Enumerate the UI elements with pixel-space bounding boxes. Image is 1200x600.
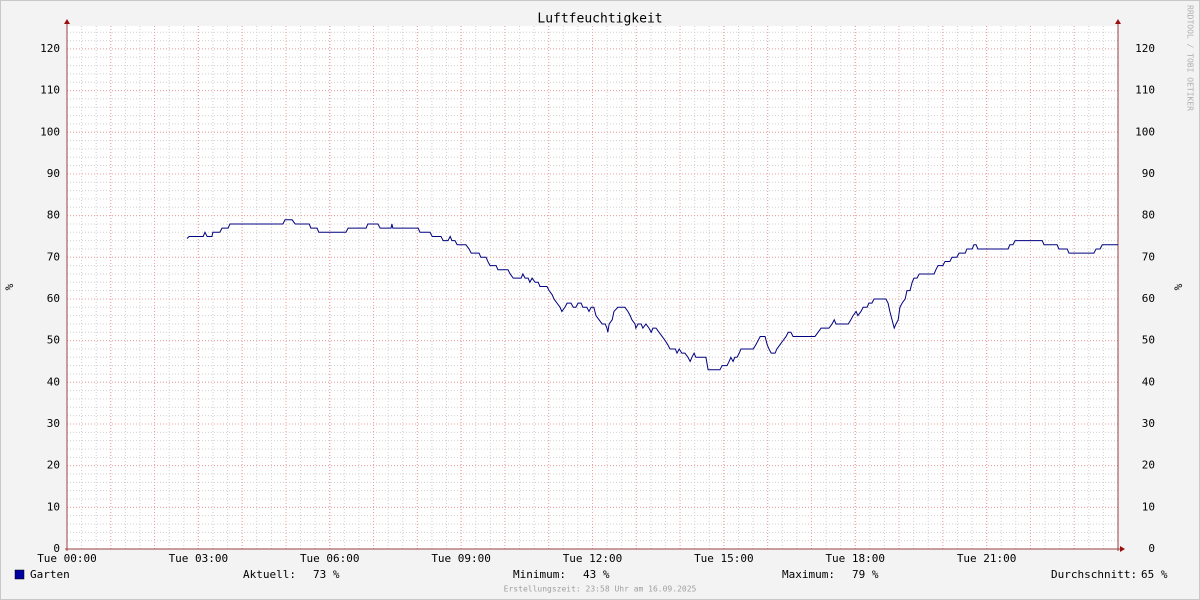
axis-arrow bbox=[1115, 19, 1121, 24]
stat-value: 79 % bbox=[852, 568, 879, 581]
stat-value: 65 % bbox=[1141, 568, 1168, 581]
y-tick-label: 0 bbox=[53, 542, 60, 555]
y-tick-label: 20 bbox=[47, 459, 60, 472]
y2-tick-label: 30 bbox=[1142, 417, 1155, 430]
y-tick-label: 10 bbox=[47, 500, 60, 513]
y-tick-label: 30 bbox=[47, 417, 60, 430]
y2-tick-label: 70 bbox=[1142, 250, 1155, 263]
stat-value: 43 % bbox=[583, 568, 610, 581]
watermark: RRDTOOL / TOBI OETIKER bbox=[1186, 5, 1195, 111]
y2-tick-label: 60 bbox=[1142, 292, 1155, 305]
x-tick-label: Tue 18:00 bbox=[825, 552, 885, 565]
y2-tick-label: 90 bbox=[1142, 167, 1155, 180]
x-tick-label: Tue 15:00 bbox=[694, 552, 754, 565]
y2-tick-label: 50 bbox=[1142, 334, 1155, 347]
stat-label: Minimum: bbox=[513, 568, 566, 581]
x-tick-label: Tue 21:00 bbox=[957, 552, 1017, 565]
footer: Erstellungszeit: 23:58 Uhr am 16.09.2025 bbox=[504, 585, 697, 594]
y-tick-label: 110 bbox=[40, 84, 60, 97]
x-tick-label: Tue 09:00 bbox=[431, 552, 491, 565]
y2-tick-label: 10 bbox=[1142, 500, 1155, 513]
y-tick-label: 80 bbox=[47, 209, 60, 222]
stat-label: Durchschnitt: bbox=[1051, 568, 1137, 581]
y2-tick-label: 100 bbox=[1135, 125, 1155, 138]
x-tick-label: Tue 06:00 bbox=[300, 552, 360, 565]
y2-axis-label: % bbox=[1172, 283, 1185, 290]
x-tick-label: Tue 12:00 bbox=[563, 552, 623, 565]
legend-swatch bbox=[14, 569, 25, 580]
stat-value: 73 % bbox=[313, 568, 340, 581]
y2-tick-label: 20 bbox=[1142, 459, 1155, 472]
series-line bbox=[186, 219, 1118, 371]
y2-tick-label: 0 bbox=[1148, 542, 1155, 555]
grid: 0 0 10 10 20 20 30 30 40 40 50 50 60 60 70 70 80 80 90 90 10… bbox=[37, 19, 1155, 565]
x-tick-label: Tue 03:00 bbox=[169, 552, 229, 565]
chart-title: Luftfeuchtigkeit bbox=[537, 12, 662, 27]
x-tick-label: Tue 00:00 bbox=[37, 552, 97, 565]
axis-arrow bbox=[1120, 546, 1125, 552]
y2-tick-label: 110 bbox=[1135, 84, 1155, 97]
y-tick-label: 70 bbox=[47, 250, 60, 263]
legend-label: Garten bbox=[30, 568, 70, 581]
axis-arrow bbox=[64, 19, 70, 24]
y-tick-label: 90 bbox=[47, 167, 60, 180]
y-tick-label: 120 bbox=[40, 42, 60, 55]
stat-label: Aktuell: bbox=[243, 568, 296, 581]
y2-tick-label: 120 bbox=[1135, 42, 1155, 55]
y-tick-label: 60 bbox=[47, 292, 60, 305]
y2-tick-label: 80 bbox=[1142, 209, 1155, 222]
y2-tick-label: 40 bbox=[1142, 375, 1155, 388]
legend: Garten Aktuell: 73 % Minimum: 43 % Maximum: 79… bbox=[14, 568, 1168, 581]
marks bbox=[186, 219, 1118, 371]
y-axis-label: % bbox=[3, 283, 16, 290]
y-tick-label: 100 bbox=[40, 125, 60, 138]
y-tick-label: 40 bbox=[47, 375, 60, 388]
stat-label: Maximum: bbox=[782, 568, 835, 581]
y-tick-label: 50 bbox=[47, 334, 60, 347]
